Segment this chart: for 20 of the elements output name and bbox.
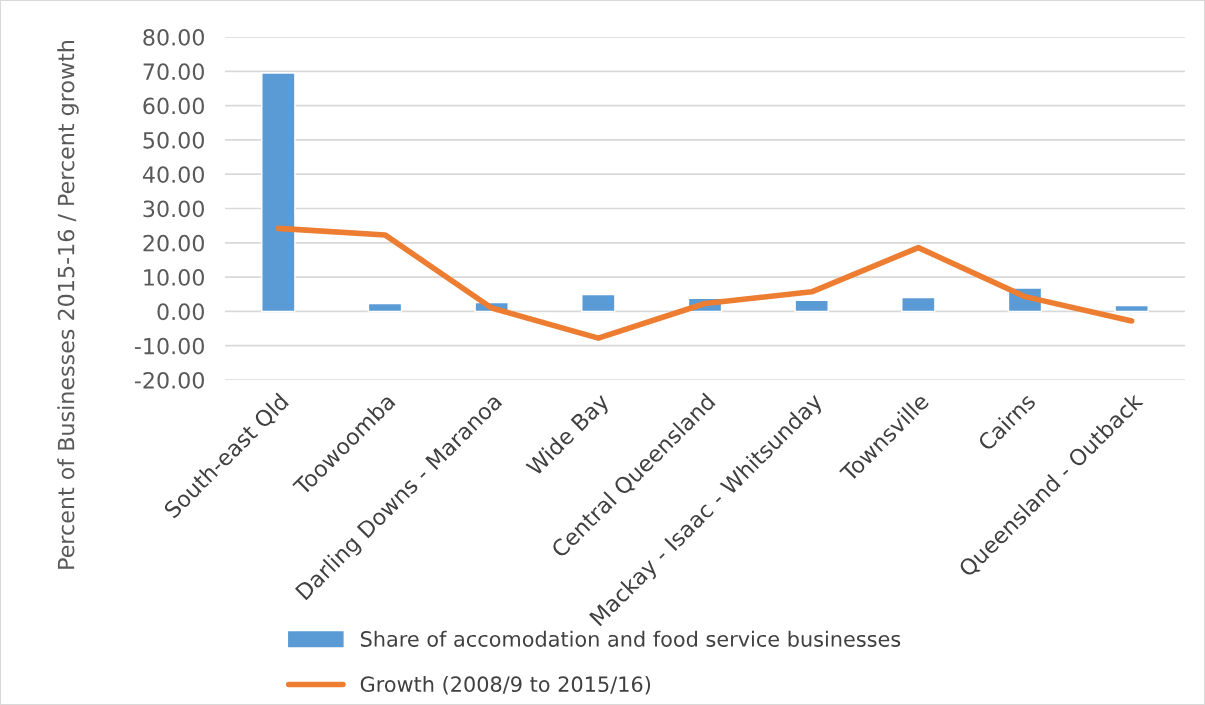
bar: [1114, 304, 1149, 313]
y-tick-label: 30.00: [143, 200, 204, 218]
bar: [261, 72, 296, 313]
bar: [367, 302, 403, 313]
legend-label: Growth (2008/9 to 2015/16): [360, 675, 651, 695]
y-tick-label: 20.00: [143, 234, 204, 252]
bar: [794, 299, 829, 313]
y-tick-label: 60.00: [143, 97, 204, 115]
y-tick-label: -20.00: [134, 371, 204, 389]
y-tick-label: 10.00: [144, 269, 204, 286]
y-tick-label: 80.00: [143, 28, 204, 46]
bar: [581, 293, 616, 313]
bar: [901, 296, 936, 313]
y-tick-label: 0.00: [157, 303, 204, 321]
legend-label: Share of accomodation and food service businesses: [360, 630, 901, 647]
y-tick-label: 40.00: [142, 166, 204, 183]
y-tick-label: -10.00: [134, 337, 204, 355]
y-tick-label: 70.00: [143, 63, 204, 81]
y-axis-title: Percent of Businesses 2015-16 / Percent growth: [57, 40, 79, 569]
y-tick-label: 50.00: [143, 131, 204, 149]
